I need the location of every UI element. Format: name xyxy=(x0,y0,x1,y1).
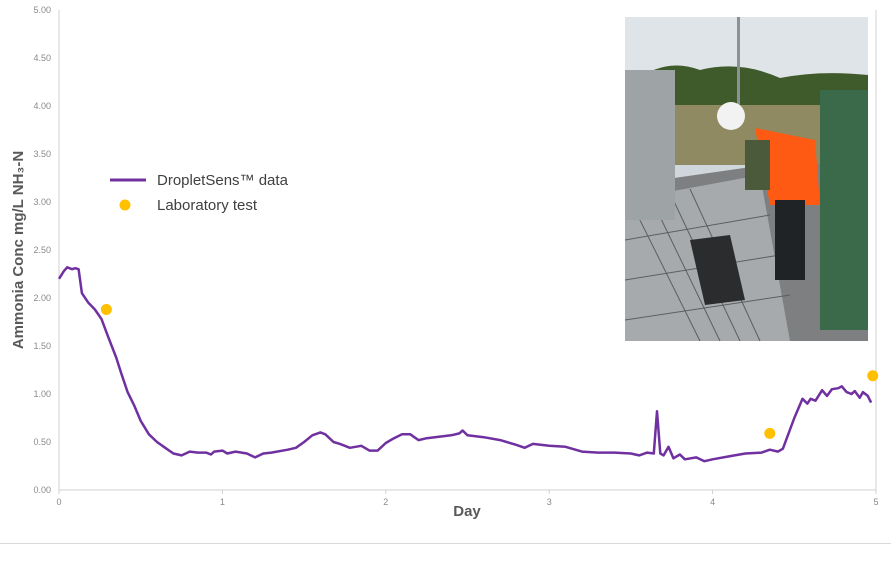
laboratory-test-point xyxy=(764,427,776,439)
laboratory-test-point xyxy=(867,370,879,382)
laboratory-test-point xyxy=(100,304,112,316)
y-tick-label: 2.00 xyxy=(33,293,51,303)
x-tick-label: 1 xyxy=(220,497,225,507)
legend-label-laboratory: Laboratory test xyxy=(157,197,258,214)
legend: DropletSens™ data Laboratory test xyxy=(110,172,289,214)
y-tick-label: 2.50 xyxy=(33,245,51,255)
divider xyxy=(0,543,891,544)
y-axis-label: Ammonia Conc mg/L NH₃-N xyxy=(10,151,27,349)
x-tick-label: 5 xyxy=(873,497,878,507)
dropletsens-data-line xyxy=(57,266,873,463)
y-tick-label: 0.50 xyxy=(33,437,51,447)
x-tick-label: 2 xyxy=(383,497,388,507)
x-tick-label: 3 xyxy=(547,497,552,507)
legend-label-dropletsens: DropletSens™ data xyxy=(157,172,289,189)
y-tick-label: 1.00 xyxy=(33,389,51,399)
y-tick-label: 3.00 xyxy=(33,197,51,207)
y-tick-label: 4.50 xyxy=(33,53,51,63)
y-tick-label: 1.50 xyxy=(33,341,51,351)
x-tick-label: 4 xyxy=(710,497,715,507)
x-tick-label: 0 xyxy=(56,497,61,507)
x-axis-label: Day xyxy=(453,503,481,520)
site-photo xyxy=(624,17,868,342)
y-tick-label: 3.50 xyxy=(33,149,51,159)
y-tick-label: 0.00 xyxy=(33,485,51,495)
y-tick-label: 5.00 xyxy=(33,5,51,15)
legend-marker-swatch xyxy=(119,199,131,211)
y-tick-label: 4.00 xyxy=(33,101,51,111)
